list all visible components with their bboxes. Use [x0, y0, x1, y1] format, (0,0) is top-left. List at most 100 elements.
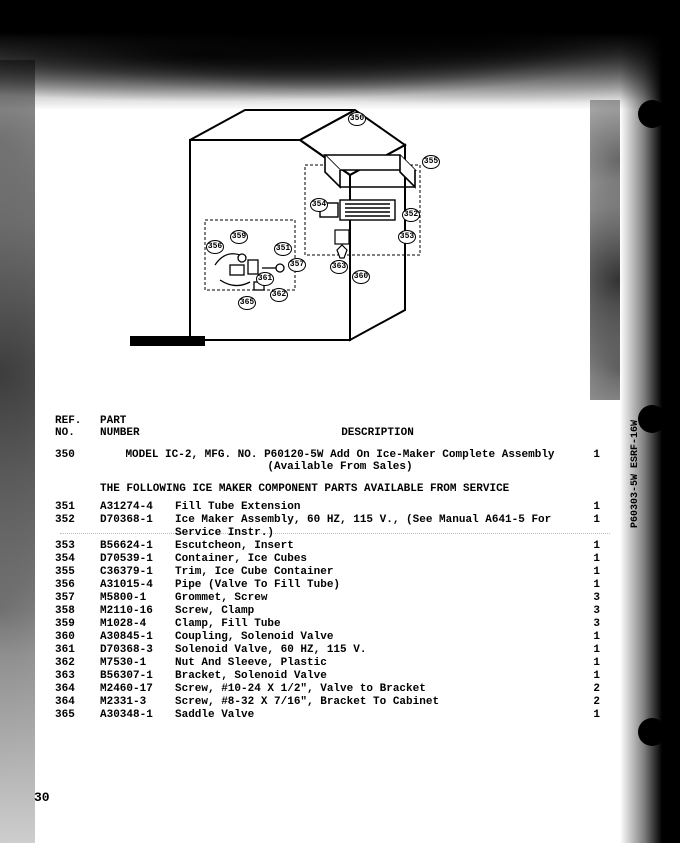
part-ref: 355: [55, 566, 100, 579]
parts-row: 362M7530-1Nut And Sleeve, Plastic1: [55, 657, 600, 670]
callout-362: 362: [270, 288, 288, 302]
hdr-part2: NUMBER: [100, 427, 175, 439]
part-number: M2331-3: [100, 696, 175, 709]
part-desc: Nut And Sleeve, Plastic: [175, 657, 580, 670]
part-desc: Screw, Clamp: [175, 605, 580, 618]
part-ref: 364: [55, 696, 100, 709]
callout-356: 356: [206, 240, 224, 254]
part-ref: 354: [55, 553, 100, 566]
header-row-1: REF. PART: [55, 415, 600, 427]
part-number: M2110-16: [100, 605, 175, 618]
parts-body: 351A31274-4Fill Tube Extension1352D70368…: [55, 501, 600, 721]
callout-350: 350: [348, 112, 366, 126]
parts-row: 351A31274-4Fill Tube Extension1: [55, 501, 600, 514]
punch-hole: [638, 100, 666, 128]
part-number: M7530-1: [100, 657, 175, 670]
part-ref: 357: [55, 592, 100, 605]
part-ref: 363: [55, 670, 100, 683]
part-ref: 365: [55, 709, 100, 722]
hdr-ref: REF.: [55, 415, 100, 427]
parts-row: 352D70368-1Ice Maker Assembly, 60 HZ, 11…: [55, 514, 600, 540]
part-number: D70539-1: [100, 553, 175, 566]
scan-noise-top: [0, 0, 680, 110]
part-desc: Screw, #8-32 X 7/16", Bracket To Cabinet: [175, 696, 580, 709]
callout-352: 352: [402, 208, 420, 222]
part-desc: Bracket, Solenoid Valve: [175, 670, 580, 683]
model-desc-line1: MODEL IC-2, MFG. NO. P60120-5W Add On Ic…: [125, 449, 554, 461]
part-number: A31274-4: [100, 501, 175, 514]
part-number: D70368-1: [100, 514, 175, 540]
hdr-part: PART: [100, 415, 175, 427]
part-desc: Grommet, Screw: [175, 592, 580, 605]
hdr-ref2: NO.: [55, 427, 100, 439]
part-qty: 1: [580, 631, 600, 644]
dotted-underline: [60, 533, 610, 534]
part-number: A31015-4: [100, 579, 175, 592]
callout-361: 361: [256, 272, 274, 286]
parts-row: 356A31015-4Pipe (Valve To Fill Tube)1: [55, 579, 600, 592]
hdr-qty-blank: [580, 415, 600, 427]
callout-355: 355: [422, 155, 440, 169]
parts-row: 364M2331-3Screw, #8-32 X 7/16", Bracket …: [55, 696, 600, 709]
part-number: B56307-1: [100, 670, 175, 683]
part-qty: 1: [580, 709, 600, 722]
part-number: C36379-1: [100, 566, 175, 579]
part-qty: 1: [580, 670, 600, 683]
callout-351: 351: [274, 242, 292, 256]
part-qty: 1: [580, 644, 600, 657]
callout-365: 365: [238, 296, 256, 310]
part-desc: Solenoid Valve, 60 HZ, 115 V.: [175, 644, 580, 657]
part-desc: Saddle Valve: [175, 709, 580, 722]
model-desc: MODEL IC-2, MFG. NO. P60120-5W Add On Ic…: [100, 449, 580, 473]
punch-hole: [638, 718, 666, 746]
parts-row: 358M2110-16Screw, Clamp3: [55, 605, 600, 618]
parts-row: 359M1028-4Clamp, Fill Tube3: [55, 618, 600, 631]
section-note: THE FOLLOWING ICE MAKER COMPONENT PARTS …: [100, 483, 600, 495]
part-desc: Container, Ice Cubes: [175, 553, 580, 566]
part-desc: Trim, Ice Cube Container: [175, 566, 580, 579]
part-number: M2460-17: [100, 683, 175, 696]
callout-359: 359: [230, 230, 248, 244]
callout-360: 360: [352, 270, 370, 284]
scan-noise-left: [0, 60, 35, 843]
callout-353: 353: [398, 230, 416, 244]
part-desc: Clamp, Fill Tube: [175, 618, 580, 631]
part-number: A30348-1: [100, 709, 175, 722]
part-desc: Fill Tube Extension: [175, 501, 580, 514]
parts-list: REF. PART NO. NUMBER DESCRIPTION 350 MOD…: [55, 415, 600, 721]
part-qty: 2: [580, 683, 600, 696]
part-ref: 362: [55, 657, 100, 670]
parts-row: 365A30348-1Saddle Valve1: [55, 709, 600, 722]
part-number: A30845-1: [100, 631, 175, 644]
part-number: M1028-4: [100, 618, 175, 631]
part-qty: 3: [580, 618, 600, 631]
part-ref: 352: [55, 514, 100, 540]
part-desc: Pipe (Valve To Fill Tube): [175, 579, 580, 592]
punch-hole: [638, 405, 666, 433]
callout-354: 354: [310, 198, 328, 212]
hdr-desc-blank: [175, 415, 580, 427]
part-qty: 1: [580, 579, 600, 592]
part-number: D70368-3: [100, 644, 175, 657]
callout-363: 363: [330, 260, 348, 274]
part-qty: 2: [580, 696, 600, 709]
part-ref: 364: [55, 683, 100, 696]
parts-row: 363B56307-1Bracket, Solenoid Valve1: [55, 670, 600, 683]
parts-row: 364M2460-17Screw, #10-24 X 1/2", Valve t…: [55, 683, 600, 696]
part-ref: 353: [55, 540, 100, 553]
part-qty: 1: [580, 514, 600, 540]
part-ref: 361: [55, 644, 100, 657]
part-desc: Ice Maker Assembly, 60 HZ, 115 V., (See …: [175, 514, 580, 540]
part-qty: 1: [580, 657, 600, 670]
parts-row: 357M5800-1Grommet, Screw3: [55, 592, 600, 605]
header-row-2: NO. NUMBER DESCRIPTION: [55, 427, 600, 439]
part-ref: 359: [55, 618, 100, 631]
part-desc: Coupling, Solenoid Valve: [175, 631, 580, 644]
model-qty: 1: [580, 449, 600, 473]
part-desc: Screw, #10-24 X 1/2", Valve to Bracket: [175, 683, 580, 696]
part-qty: 3: [580, 592, 600, 605]
part-qty: 1: [580, 566, 600, 579]
parts-row: 355C36379-1Trim, Ice Cube Container1: [55, 566, 600, 579]
part-number: B56624-1: [100, 540, 175, 553]
part-qty: 1: [580, 501, 600, 514]
